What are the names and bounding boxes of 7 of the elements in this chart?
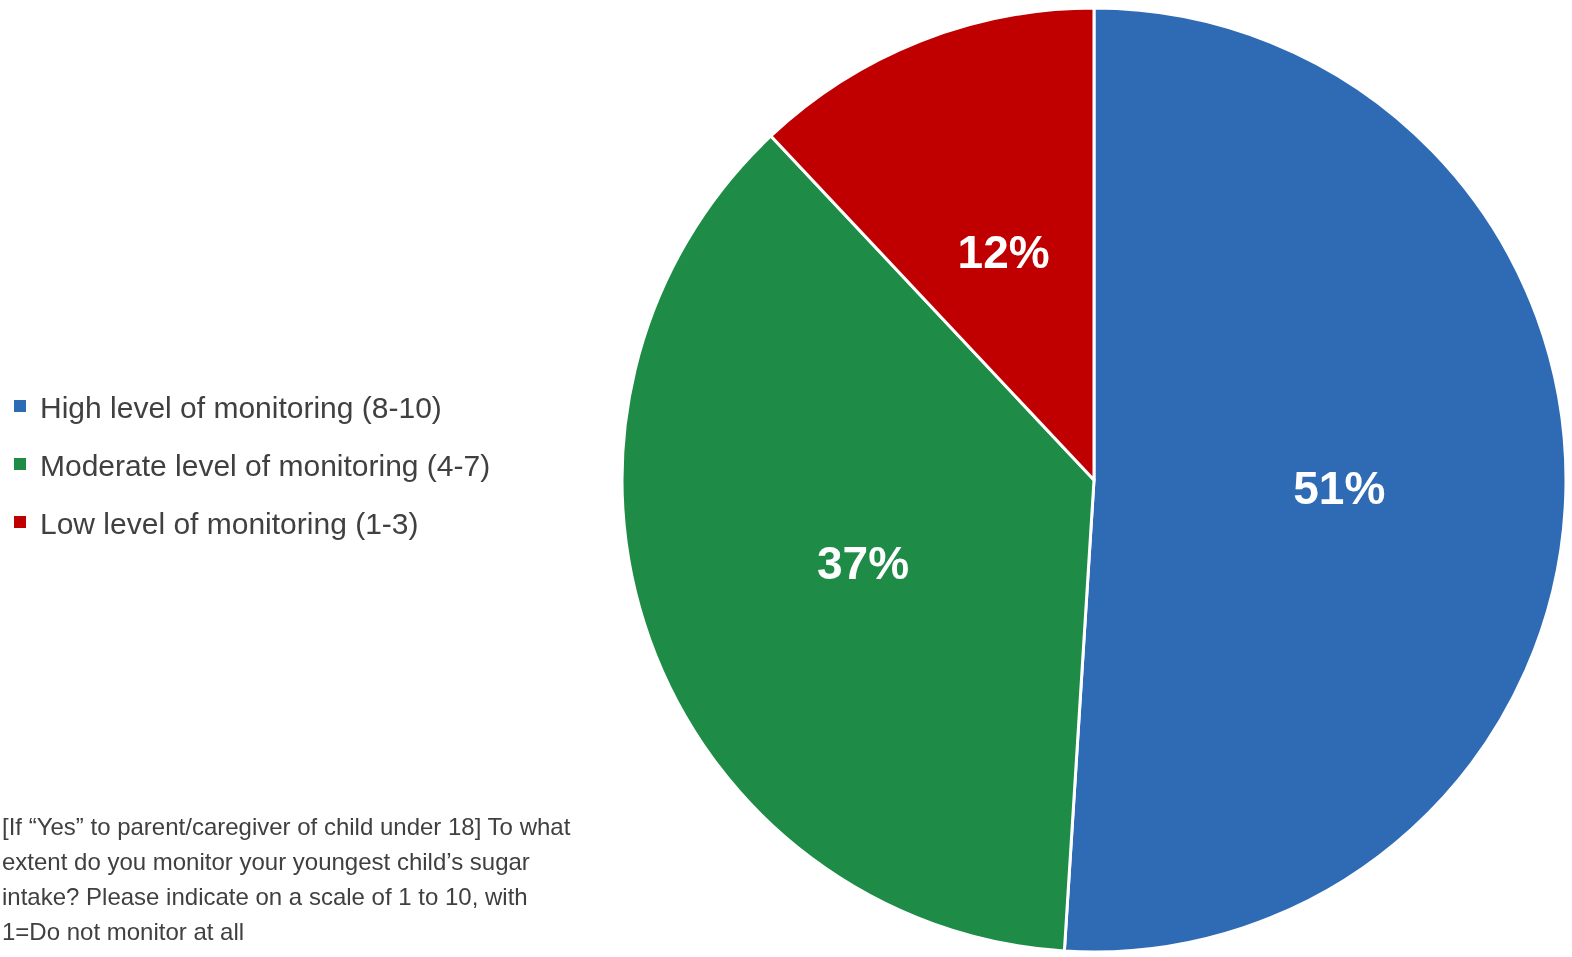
data-label: 37%: [817, 537, 910, 590]
legend-label: High level of monitoring (8-10): [40, 390, 442, 424]
data-label: 51%: [1293, 461, 1386, 514]
legend-label: Low level of monitoring (1-3): [40, 506, 419, 540]
text: [If “Yes” to parent/caregiver of child under 18] To what extent do you monitor your youngest child’s sugar intake? Please indicate on a scale of 1 to 10, with 1=Do not monitor at all: [2, 813, 571, 945]
legend-label: Moderate level of monitoring (4-7): [40, 448, 491, 482]
data-label: 12%: [957, 225, 1050, 278]
